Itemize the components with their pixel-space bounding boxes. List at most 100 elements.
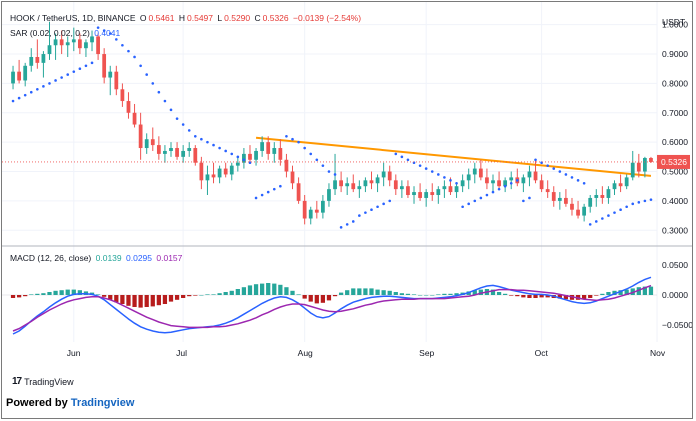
time-axis: Jun Jul Aug Sep Oct Nov [67,348,666,358]
sar-dot [272,187,276,191]
sar-dot [424,167,428,170]
sar-dot [333,173,337,176]
macd-histogram-bar [108,295,113,300]
sar-series [11,26,653,229]
sar-dot [48,82,51,85]
macd-histogram-bar [229,290,234,295]
macd-histogram-bar [290,290,295,295]
macd-histogram-bar [23,295,28,297]
candle-body [242,153,246,163]
sar-dot [552,167,556,170]
macd-histogram-bar [387,290,392,295]
candle-body [521,177,526,184]
candle-body [17,71,21,81]
candle-body [296,183,301,201]
macd-histogram-bar [16,295,22,298]
macd-histogram-bar [35,293,40,295]
sar-dot [78,67,82,71]
sar-dot [187,129,191,132]
low-label: L [217,13,223,23]
sar-dot [90,61,94,65]
sar-dot [17,96,21,100]
symbol-title[interactable]: HOOK / TetherUS, 1D, BINANCE [10,13,136,23]
macd-histogram-bar [472,290,477,295]
candle-body [436,189,441,196]
candle-body [491,180,495,184]
candle-body [551,192,556,201]
sar-dot [394,152,398,156]
macd-histogram-bar [442,293,447,295]
sar-dot [588,223,592,226]
sar-dot [351,220,355,223]
sar-dot [181,123,185,126]
sar-dot [449,179,452,182]
macd-histogram-bar [636,287,641,295]
sar-dot [528,196,531,200]
candle-body [114,71,119,90]
candle-body [442,186,447,190]
macd-signal-value: 0.0157 [156,253,183,263]
macd-histogram-bar [405,293,411,295]
time-tick-label: Sep [419,348,434,358]
tradingview-logo[interactable]: 17 TradingView [12,376,74,387]
sar-dot [613,211,616,214]
candle-body [144,139,149,149]
macd-histogram-bar [29,294,34,295]
sar-dot [576,179,580,182]
macd-histogram-bar [193,295,198,296]
macd-histogram-bar [278,284,283,295]
candle-body [424,192,429,198]
sar-dot [315,158,319,162]
sar-dot [96,26,100,29]
candle-body [430,192,435,196]
candle-body [211,174,216,178]
sar-value: 0.4041 [94,28,121,38]
sar-dot [497,187,501,191]
sar-dot [430,170,434,173]
price-tick-label: 0.9000 [662,49,688,59]
candle-body [35,56,40,63]
macd-histogram-bar [454,293,459,295]
sar-dot [194,134,197,138]
candle-body [302,200,307,219]
open-label: O [139,13,147,23]
macd-histogram-bar [10,295,16,298]
macd-histogram-bar [156,295,161,306]
candle-body [327,189,331,201]
macd-histogram-bar [381,290,386,295]
candle-body [290,171,295,184]
candle-body [600,195,605,198]
sar-dot [461,205,464,209]
candle-body [29,56,34,66]
sar-dot [297,140,300,144]
sar-label[interactable]: SAR (0.02, 0.02, 0.2) [10,28,90,38]
sar-dot [42,85,45,88]
sar-dot [570,176,574,179]
candle-body [576,209,580,216]
price-tick-label: 0.8000 [662,78,688,88]
sar-dot [145,73,148,76]
candle-body [175,148,179,157]
macd-histogram-bar [314,295,319,304]
candle-body [260,142,265,151]
macd-histogram-bar [642,286,648,295]
macd-histogram-bar [618,290,623,295]
candle-body [564,197,568,204]
price-axis-unit: USDT [662,17,685,27]
candle-body [308,209,313,219]
candle-body [643,157,647,172]
candle-body [254,150,258,160]
macd-histogram-bar [509,295,514,296]
macd-histogram-bar [357,288,362,295]
candle-body [132,112,137,125]
sar-dot [503,184,507,188]
sar-dot [491,190,495,194]
tradingview-logo-icon: 17 [12,376,22,387]
candle-body [53,39,58,46]
candle-body [545,189,550,193]
macd-histogram-bar [533,295,538,298]
powered-by-brand[interactable]: Tradingview [70,397,135,409]
macd-hist-value: 0.0139 [95,253,122,263]
macd-label[interactable]: MACD (12, 26, close) [10,253,92,263]
macd-histogram-bar [150,295,155,307]
